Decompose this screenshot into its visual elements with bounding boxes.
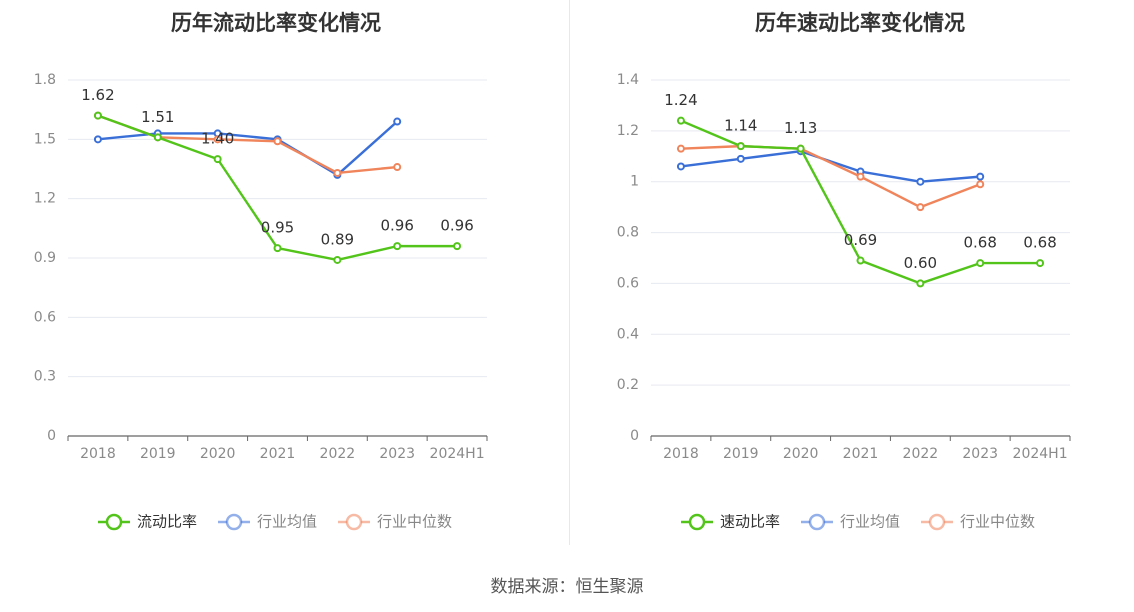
series-line-avg xyxy=(680,149,981,183)
x-tick-label: 2023 xyxy=(379,446,415,462)
data-label: 0.95 xyxy=(261,219,294,237)
data-point-primary xyxy=(393,242,402,251)
x-tick-label: 2021 xyxy=(843,446,879,462)
legend-label: 流动比率 xyxy=(137,513,197,531)
y-tick-label: 1 xyxy=(630,174,639,190)
legend-label: 速动比率 xyxy=(720,513,780,531)
chart-panel-2: 历年速动比率变化情况 0 0.2 0.4 0.6 0.8 1 1.2 1.4 2018 2019 20… xyxy=(617,11,1071,531)
data-point-primary xyxy=(1036,259,1045,268)
data-label: 0.96 xyxy=(440,217,473,235)
data-point-avg xyxy=(393,117,402,126)
y-tick-label: 0 xyxy=(630,428,639,444)
data-point-median xyxy=(676,144,685,153)
data-label: 1.40 xyxy=(201,130,234,148)
y-tick-label: 0 xyxy=(47,428,56,444)
x-tick-label: 2018 xyxy=(80,446,116,462)
data-point-avg xyxy=(676,162,685,171)
x-tick-label: 2019 xyxy=(140,446,176,462)
data-source-note: 数据来源：恒生聚源 xyxy=(490,577,644,597)
data-point-primary xyxy=(273,244,282,253)
data-point-median xyxy=(856,172,865,181)
data-point-avg xyxy=(916,177,925,186)
x-tick-label: 2020 xyxy=(783,446,819,462)
series-line-median xyxy=(680,144,981,209)
data-point-primary xyxy=(796,144,805,153)
data-label: 1.14 xyxy=(724,117,757,135)
y-tick-label: 0.2 xyxy=(617,377,639,393)
y-tick-label: 0.6 xyxy=(617,275,639,291)
legend-marker xyxy=(808,513,826,531)
chart-panel-1: 历年流动比率变化情况 0 0.3 0.6 0.9 1.2 1.5 1.8 2018 2019 202… xyxy=(34,11,488,531)
data-label: 0.69 xyxy=(844,231,877,249)
data-label: 1.62 xyxy=(81,86,114,104)
data-label: 0.68 xyxy=(1023,234,1056,252)
data-point-avg xyxy=(976,172,985,181)
x-tick-label: 2023 xyxy=(962,446,998,462)
legend-marker xyxy=(928,513,946,531)
data-label: 0.96 xyxy=(381,217,414,235)
x-tick-label: 2022 xyxy=(320,446,356,462)
y-tick-label: 1.2 xyxy=(34,191,56,207)
data-label: 0.89 xyxy=(321,230,354,248)
data-point-median xyxy=(393,163,402,172)
legend-marker xyxy=(345,513,363,531)
data-point-primary xyxy=(916,279,925,288)
data-point-primary xyxy=(153,133,162,142)
data-point-primary xyxy=(976,259,985,268)
chart-title: 历年速动比率变化情况 xyxy=(755,11,965,35)
data-point-median xyxy=(976,180,985,189)
legend-label: 行业中位数 xyxy=(377,513,452,531)
legend-item-avg: 行业均值 xyxy=(801,513,900,531)
y-tick-label: 0.8 xyxy=(617,225,639,241)
data-label: 1.51 xyxy=(141,108,174,126)
x-tick-label: 2020 xyxy=(200,446,236,462)
data-point-primary xyxy=(453,242,462,251)
y-tick-label: 0.4 xyxy=(617,326,639,342)
x-tick-label: 2024H1 xyxy=(430,446,485,462)
panel-divider xyxy=(569,0,570,545)
data-point-primary xyxy=(333,255,342,264)
x-tick-label: 2022 xyxy=(903,446,939,462)
legend-marker xyxy=(105,513,123,531)
x-tick-label: 2018 xyxy=(663,446,699,462)
legend-label: 行业均值 xyxy=(257,513,317,531)
data-point-median xyxy=(273,137,282,146)
legend-item-primary: 流动比率 xyxy=(98,513,197,531)
data-point-primary xyxy=(213,155,222,164)
y-tick-label: 0.3 xyxy=(34,369,56,385)
legend-marker xyxy=(688,513,706,531)
legend-item-median: 行业中位数 xyxy=(921,513,1035,531)
y-tick-label: 1.5 xyxy=(34,131,56,147)
data-point-primary xyxy=(736,142,745,151)
legend-item-primary: 速动比率 xyxy=(681,513,780,531)
data-point-avg xyxy=(736,154,745,163)
legend-label: 行业中位数 xyxy=(960,513,1035,531)
data-label: 0.60 xyxy=(904,254,937,272)
y-tick-label: 0.6 xyxy=(34,309,56,325)
x-tick-label: 2019 xyxy=(723,446,759,462)
legend-label: 行业均值 xyxy=(840,513,900,531)
legend-marker xyxy=(225,513,243,531)
data-point-median xyxy=(916,203,925,212)
chart-title: 历年流动比率变化情况 xyxy=(171,11,381,35)
series-line-avg xyxy=(97,120,399,177)
data-label: 1.13 xyxy=(784,119,817,137)
data-point-median xyxy=(333,168,342,177)
data-point-primary xyxy=(93,111,102,120)
data-label: 1.24 xyxy=(664,91,697,109)
y-tick-label: 1.8 xyxy=(34,72,56,88)
legend-item-median: 行业中位数 xyxy=(338,513,452,531)
y-tick-label: 0.9 xyxy=(34,250,56,266)
legend-item-avg: 行业均值 xyxy=(218,513,317,531)
data-label: 0.68 xyxy=(964,234,997,252)
x-tick-label: 2024H1 xyxy=(1013,446,1068,462)
y-tick-label: 1.4 xyxy=(617,72,639,88)
data-point-primary xyxy=(856,256,865,265)
data-point-avg xyxy=(93,135,102,144)
y-tick-label: 1.2 xyxy=(617,123,639,139)
data-point-primary xyxy=(676,116,685,125)
x-tick-label: 2021 xyxy=(260,446,296,462)
data-point-median xyxy=(213,135,222,144)
